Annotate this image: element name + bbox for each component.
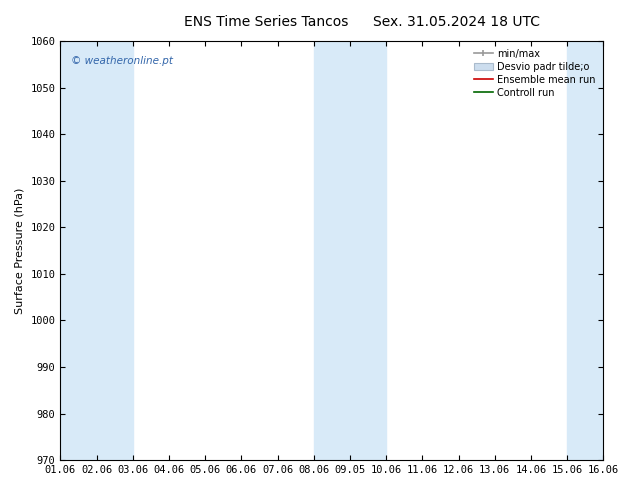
Bar xyxy=(567,41,604,460)
Text: ENS Time Series Tancos: ENS Time Series Tancos xyxy=(184,15,349,29)
Bar xyxy=(350,41,386,460)
Y-axis label: Surface Pressure (hPa): Surface Pressure (hPa) xyxy=(15,187,25,314)
Bar xyxy=(60,41,96,460)
Text: Sex. 31.05.2024 18 UTC: Sex. 31.05.2024 18 UTC xyxy=(373,15,540,29)
Bar xyxy=(96,41,133,460)
Bar xyxy=(314,41,350,460)
Text: © weatheronline.pt: © weatheronline.pt xyxy=(71,56,173,66)
Legend: min/max, Desvio padr tilde;o, Ensemble mean run, Controll run: min/max, Desvio padr tilde;o, Ensemble m… xyxy=(471,46,598,100)
